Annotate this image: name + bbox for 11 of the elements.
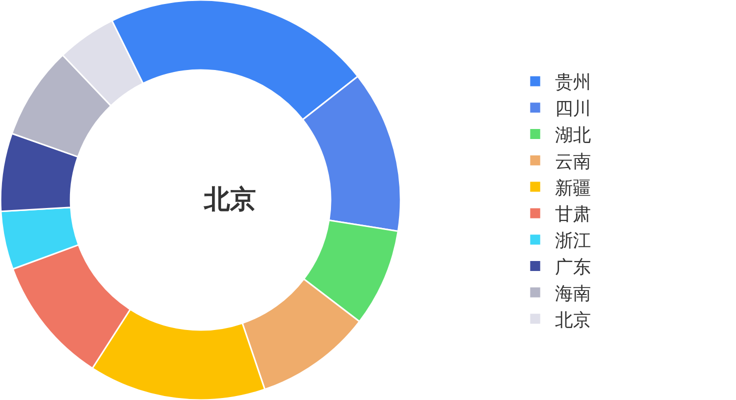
legend-label: 新疆 [555, 178, 592, 199]
legend-label: 贵州 [555, 72, 592, 94]
legend-label: 广东 [555, 257, 592, 278]
legend-label: 甘肃 [555, 204, 592, 226]
legend-label: 浙江 [555, 230, 592, 252]
legend-label: 四川 [555, 98, 592, 120]
text: 北京 [203, 185, 256, 215]
legend-label: 海南 [555, 283, 592, 304]
legend-label: 云南 [555, 151, 592, 172]
legend-label: 北京 [555, 310, 592, 331]
legend-label: 湖北 [555, 125, 592, 146]
